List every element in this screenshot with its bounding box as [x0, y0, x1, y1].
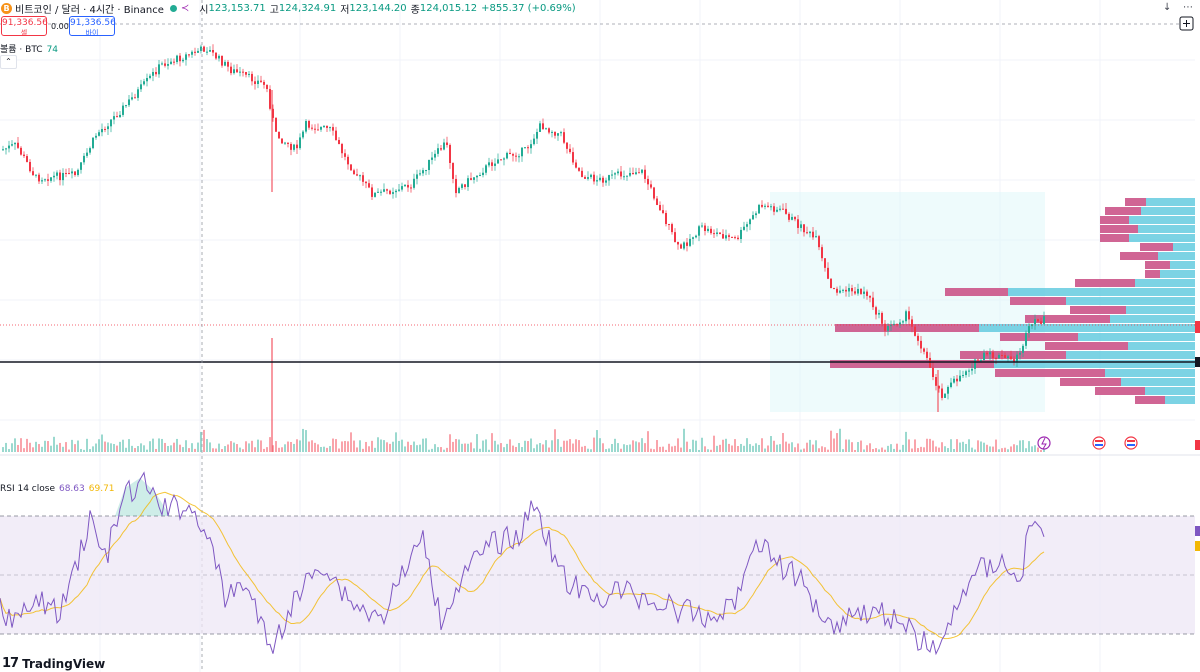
rsi-legend[interactable]: RSI 14 close 68.63 69.71: [0, 484, 115, 494]
last-price-axis-label: [1195, 321, 1200, 333]
rsi-value: 68.63: [58, 484, 85, 494]
open-value: 123,153.71: [208, 2, 266, 14]
share-icon[interactable]: ≺: [180, 2, 190, 14]
sell-label: 셀: [20, 29, 28, 37]
tradingview-mark-icon: 17: [2, 656, 19, 671]
rsi-axis-label: [1195, 526, 1200, 536]
buy-price: 91,336.56: [70, 18, 116, 28]
change-value: +855.37 (+0.69%): [481, 2, 576, 14]
rsi-ma-axis-label: [1195, 541, 1200, 551]
bitcoin-icon: B: [1, 2, 12, 14]
low-label: 저: [340, 4, 350, 16]
close-label: 종: [410, 4, 420, 16]
zoom-button[interactable]: [1179, 16, 1194, 31]
market-status-icon: [169, 4, 177, 12]
rsi-label: RSI 14 close: [0, 484, 55, 494]
more-icon[interactable]: ⋯: [1183, 2, 1193, 13]
buy-button[interactable]: 91,336.56 바이: [69, 16, 116, 37]
volume-label: 볼륨 · BTC: [0, 45, 43, 55]
close-value: 124,015.12: [419, 2, 478, 14]
tradingview-logo[interactable]: 17 TradingView: [2, 656, 105, 671]
sell-price: 91,336.56: [2, 18, 48, 28]
high-label: 고: [269, 4, 279, 16]
download-icon[interactable]: ↓: [1163, 2, 1172, 13]
rsi-ma-value: 69.71: [88, 484, 115, 494]
rsi-plot: [0, 471, 1045, 656]
low-value: 123,144.20: [349, 2, 407, 14]
tradingview-logo-text: TradingView: [22, 656, 106, 671]
line-price-axis-label: [1195, 357, 1200, 367]
buy-label: 바이: [85, 29, 99, 37]
open-label: 시: [199, 4, 209, 16]
volume-legend[interactable]: 볼륨 · BTC 74: [0, 42, 58, 55]
symbol-header: B 비트코인 / 달러 · 4시간 · Binance ≺ 시 123,153.7…: [0, 0, 576, 16]
volume-axis-label: [1195, 440, 1200, 450]
volume-profile-range: [770, 192, 1045, 412]
event-markers[interactable]: [1037, 436, 1138, 450]
volume-value: 74: [46, 45, 59, 55]
candlesticks: [2, 44, 1045, 412]
sell-button[interactable]: 91,336.56 셀: [1, 16, 48, 37]
chevron-up-icon[interactable]: ⌃: [0, 55, 17, 69]
volume-bars: [2, 338, 1045, 452]
price-axis-labels: [1195, 321, 1200, 551]
symbol-title[interactable]: 비트코인 / 달러 · 4시간 · Binance: [15, 4, 164, 16]
spread-value: 0.00: [51, 22, 69, 31]
high-value: 124,324.91: [278, 2, 337, 14]
volume-profile: [830, 198, 1195, 404]
